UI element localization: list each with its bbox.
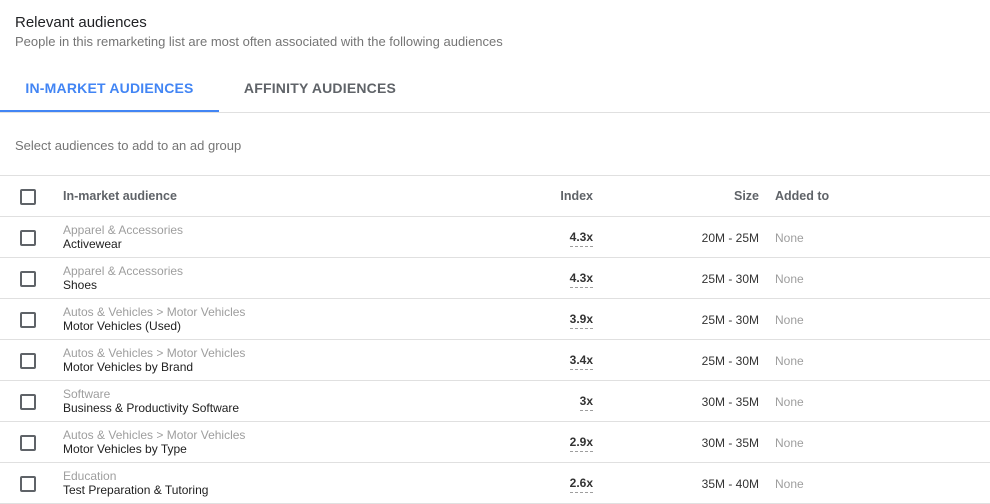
row-checkbox[interactable] (20, 435, 36, 451)
audience-added-to: None (775, 436, 804, 450)
row-checkbox[interactable] (20, 353, 36, 369)
table-row: Autos & Vehicles > Motor Vehicles Motor … (0, 422, 990, 463)
audience-name: Business & Productivity Software (63, 401, 240, 415)
audience-index[interactable]: 2.6x (569, 476, 593, 493)
table-row: Software Business & Productivity Softwar… (0, 381, 990, 422)
row-checkbox[interactable] (20, 394, 36, 410)
audience-added-to: None (775, 477, 804, 491)
table-row: Autos & Vehicles > Motor Vehicles Motor … (0, 299, 990, 340)
audience-name: Test Preparation & Tutoring (63, 483, 209, 497)
row-checkbox[interactable] (20, 230, 36, 246)
audience-index[interactable]: 3.4x (569, 353, 593, 370)
instruction-text: Select audiences to add to an ad group (15, 138, 242, 153)
audience-index[interactable]: 4.3x (569, 271, 593, 288)
audience-name: Motor Vehicles (Used) (63, 319, 182, 333)
page-title: Relevant audiences (15, 14, 147, 31)
audience-name: Shoes (63, 278, 98, 292)
audience-index[interactable]: 3.9x (569, 312, 593, 329)
audience-size: 30M - 35M (701, 395, 759, 409)
audience-category: Autos & Vehicles > Motor Vehicles (63, 428, 246, 442)
row-checkbox[interactable] (20, 476, 36, 492)
row-checkbox[interactable] (20, 271, 36, 287)
audience-category: Autos & Vehicles > Motor Vehicles (63, 305, 246, 319)
table-row: Autos & Vehicles > Motor Vehicles Motor … (0, 340, 990, 381)
column-header-name[interactable]: In-market audience (63, 189, 177, 203)
tab-bar: IN-MARKET AUDIENCES AFFINITY AUDIENCES (0, 66, 990, 113)
audience-index[interactable]: 4.3x (569, 230, 593, 247)
audience-index[interactable]: 2.9x (569, 435, 593, 452)
tab-in-market-audiences[interactable]: IN-MARKET AUDIENCES (0, 66, 219, 112)
audience-added-to: None (775, 354, 804, 368)
audience-size: 25M - 30M (701, 272, 759, 286)
audience-added-to: None (775, 395, 804, 409)
column-header-size[interactable]: Size (733, 189, 759, 203)
audience-name: Activewear (63, 237, 122, 251)
column-header-added-to: Added to (775, 189, 830, 203)
audience-size: 30M - 35M (701, 436, 759, 450)
audience-table: In-market audience Index Size Added to A… (0, 175, 990, 504)
audience-added-to: None (775, 313, 804, 327)
column-header-index[interactable]: Index (560, 189, 593, 203)
audience-index[interactable]: 3x (579, 394, 593, 411)
audience-size: 25M - 30M (701, 313, 759, 327)
audience-added-to: None (775, 231, 804, 245)
table-header: In-market audience Index Size Added to (0, 176, 990, 217)
page-subtitle: People in this remarketing list are most… (15, 34, 503, 49)
row-checkbox[interactable] (20, 312, 36, 328)
audience-category: Apparel & Accessories (63, 264, 184, 278)
audience-added-to: None (775, 272, 804, 286)
audience-category: Autos & Vehicles > Motor Vehicles (63, 346, 246, 360)
audience-name: Motor Vehicles by Brand (63, 360, 194, 374)
tab-affinity-audiences[interactable]: AFFINITY AUDIENCES (243, 80, 397, 96)
audience-size: 35M - 40M (701, 477, 759, 491)
audience-size: 20M - 25M (701, 231, 759, 245)
audience-category: Apparel & Accessories (63, 223, 184, 237)
audience-name: Motor Vehicles by Type (63, 442, 187, 456)
table-row: Apparel & Accessories Shoes 4.3x 25M - 3… (0, 258, 990, 299)
table-row: Apparel & Accessories Activewear 4.3x 20… (0, 217, 990, 258)
select-all-checkbox[interactable] (20, 189, 36, 205)
audience-category: Education (63, 469, 117, 483)
audience-category: Software (63, 387, 111, 401)
audience-size: 25M - 30M (701, 354, 759, 368)
